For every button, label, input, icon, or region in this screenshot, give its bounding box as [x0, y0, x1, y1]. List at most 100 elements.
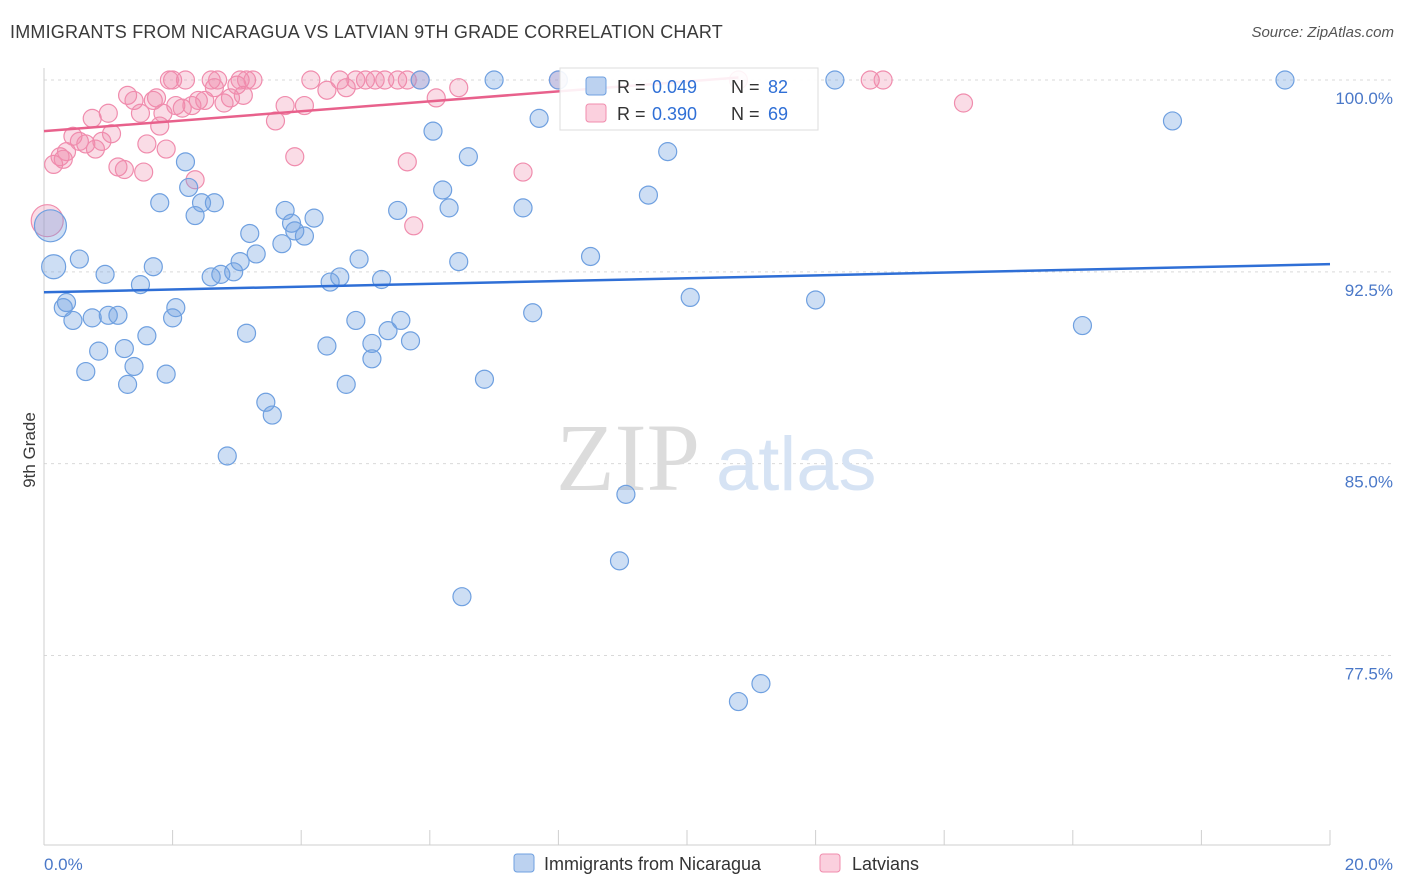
nicaragua-point: [433, 180, 453, 200]
nicaragua-point: [680, 287, 700, 308]
nicaragua-point: [391, 310, 411, 331]
latvians-point: [346, 70, 366, 90]
nicaragua-point: [336, 374, 356, 394]
legend-r-value-pink: 0.390: [652, 104, 697, 124]
nicaragua-point: [156, 364, 176, 384]
nicaragua-point: [230, 252, 250, 272]
nicaragua-point: [175, 152, 196, 172]
nicaragua-point: [580, 246, 601, 267]
source-label: Source: ZipAtlas.com: [1251, 24, 1394, 41]
y-tick-labels: 77.5% 85.0% 92.5% 100.0%: [1335, 89, 1393, 684]
nicaragua-point: [825, 70, 845, 90]
x-ticks: [43, 830, 1331, 845]
y-tick-label: 100.0%: [1335, 89, 1393, 108]
nicaragua-point: [76, 361, 96, 382]
latvians-point: [188, 90, 208, 111]
nicaragua-point: [41, 254, 67, 280]
legend-swatch-pink: [585, 103, 607, 123]
y-tick-label: 85.0%: [1345, 473, 1393, 492]
nicaragua-point: [246, 244, 266, 264]
nicaragua-point: [439, 198, 459, 218]
nicaragua-point: [95, 264, 115, 284]
legend-n-label-pink: N =: [731, 104, 760, 124]
nicaragua-point: [150, 193, 170, 213]
nicaragua-point: [179, 177, 199, 198]
latvians-point: [134, 162, 154, 182]
nicaragua-point: [240, 223, 260, 244]
legend-r-label-blue: R =: [617, 77, 646, 97]
nicaragua-point: [108, 305, 128, 325]
latvians-point: [201, 70, 221, 90]
latvians-point: [137, 134, 157, 154]
nicaragua-point: [114, 338, 134, 359]
nicaragua-point: [204, 193, 224, 213]
latvians-point: [243, 70, 263, 90]
nicaragua-point: [1275, 70, 1295, 90]
nicaragua-point: [349, 249, 369, 269]
nicaragua-point: [362, 333, 382, 354]
latvians-point: [873, 70, 893, 90]
latvians-point: [317, 80, 337, 100]
y-tick-label: 92.5%: [1345, 281, 1393, 300]
latvians-points: [30, 70, 974, 238]
nicaragua-point: [33, 209, 68, 243]
nicaragua-point: [523, 303, 543, 323]
nicaragua-point: [236, 323, 257, 343]
nicaragua-point: [143, 257, 163, 277]
nicaragua-point: [63, 310, 83, 331]
latvians-point: [285, 147, 305, 167]
nicaragua-point: [410, 70, 430, 90]
legend-n-value-blue: 82: [768, 77, 788, 97]
legend-r-value-blue: 0.049: [652, 77, 697, 97]
latvians-point: [117, 85, 138, 105]
x-tick-label-min: 0.0%: [44, 855, 83, 874]
series-legend-swatch-blue: [513, 853, 535, 873]
nicaragua-point: [137, 326, 157, 346]
nicaragua-point: [262, 405, 282, 425]
nicaragua-point: [388, 200, 408, 221]
nicaragua-point: [474, 369, 495, 389]
nicaragua-point: [362, 349, 382, 369]
latvians-point: [76, 134, 96, 154]
latvians-point: [114, 159, 134, 180]
nicaragua-point: [751, 674, 771, 694]
nicaragua-point: [56, 292, 77, 313]
legend-n-value-pink: 69: [768, 104, 788, 124]
latvians-point: [365, 70, 385, 90]
legend-r-label-pink: R =: [617, 104, 646, 124]
latvians-point: [404, 216, 424, 236]
latvians-point: [50, 147, 70, 167]
nicaragua-point: [53, 298, 73, 318]
latvians-point: [953, 93, 974, 113]
grid-layer: [44, 79, 1392, 656]
legend-swatch-blue: [585, 76, 607, 96]
latvians-point: [275, 95, 295, 116]
nicaragua-point: [658, 142, 678, 162]
nicaragua-points: [33, 70, 1295, 712]
watermark-atlas: atlas: [716, 422, 877, 507]
latvians-point: [156, 139, 176, 159]
nicaragua-point: [166, 298, 186, 318]
latvians-point: [44, 154, 64, 175]
latvians-point: [236, 70, 257, 90]
nicaragua-point: [458, 147, 478, 167]
nicaragua-point: [224, 262, 244, 282]
latvians-point: [185, 170, 205, 190]
latvians-point: [336, 78, 356, 98]
nicaragua-point: [272, 234, 292, 254]
nicaragua-point: [400, 331, 421, 351]
latvians-point: [195, 90, 215, 111]
nicaragua-point: [217, 446, 237, 466]
nicaragua-point: [98, 305, 118, 325]
latvians-point: [175, 70, 196, 90]
y-tick-label: 77.5%: [1345, 665, 1393, 684]
latvians-point: [330, 70, 350, 90]
nicaragua-point: [317, 336, 337, 356]
latvians-point: [301, 70, 321, 90]
latvians-point: [513, 162, 533, 182]
latvians-point: [265, 111, 286, 131]
nicaragua-point: [281, 213, 302, 233]
nicaragua-point: [117, 374, 138, 394]
latvians-point: [214, 93, 234, 113]
